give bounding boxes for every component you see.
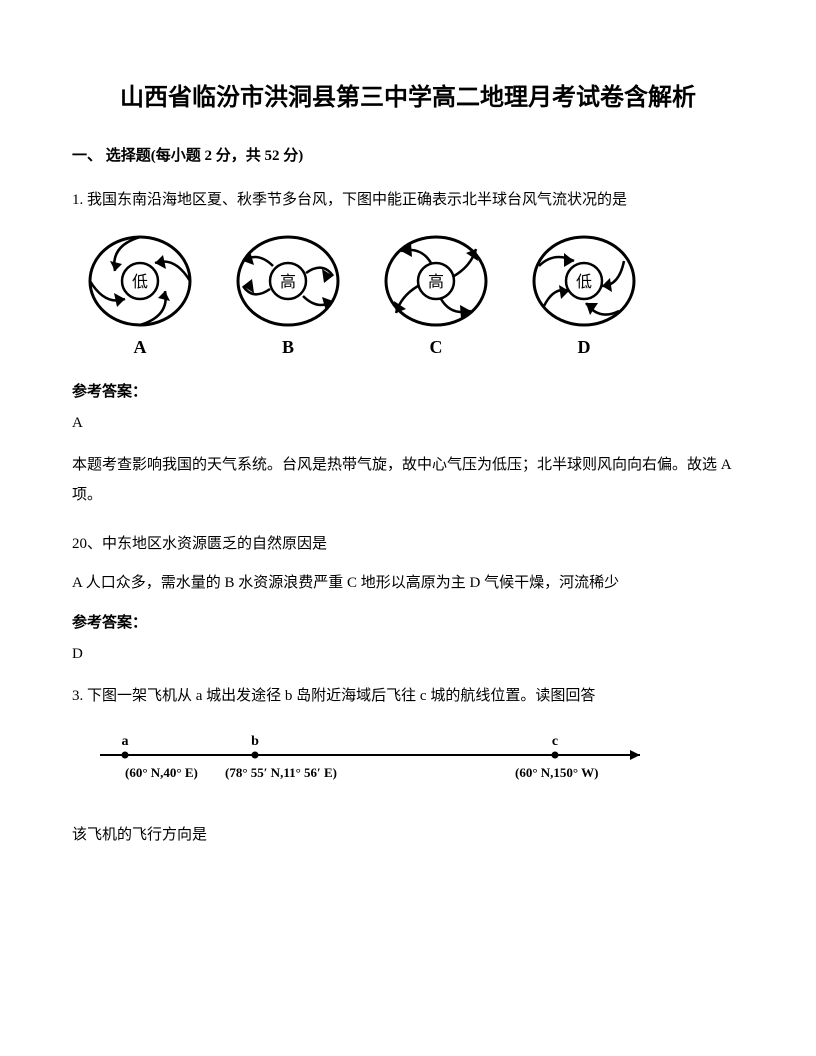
q3-text: 3. 下图一架飞机从 a 城出发途径 b 岛附近海域后飞往 c 城的航线位置。读… xyxy=(72,681,744,711)
center-label: 高 xyxy=(280,273,296,291)
route-point-coord: (60° N,150° W) xyxy=(515,765,598,780)
q1-answer-label: 参考答案： xyxy=(72,380,744,401)
page-title: 山西省临汾市洪洞县第三中学高二地理月考试卷含解析 xyxy=(72,80,744,116)
diagram-label: A xyxy=(134,337,147,358)
diagram-label: D xyxy=(578,337,591,358)
q2-options: A 人口众多，需水量的 B 水资源浪费严重 C 地形以高原为主 D 气候干燥，河… xyxy=(72,569,744,598)
typhoon-diagram-a: 低 xyxy=(80,231,200,331)
q1-answer-value: A xyxy=(72,415,744,432)
route-point-label: a xyxy=(122,734,129,749)
q3-subquestion: 该飞机的飞行方向是 xyxy=(72,820,744,850)
typhoon-diagram-c: 高 xyxy=(376,231,496,331)
q3-route-diagram: a (60° N,40° E) b (78° 55′ N,11° 56′ E) … xyxy=(72,727,744,792)
diagram-label: B xyxy=(282,337,294,358)
typhoon-diagram-b: 高 xyxy=(228,231,348,331)
route-point-label: b xyxy=(251,734,259,749)
q1-text: 1. 我国东南沿海地区夏、秋季节多台风，下图中能正确表示北半球台风气流状况的是 xyxy=(72,185,744,215)
q2-text: 20、中东地区水资源匮乏的自然原因是 xyxy=(72,530,744,559)
q1-diagram-row: 低 A 高 B xyxy=(72,231,744,358)
center-label: 低 xyxy=(132,273,148,291)
diagram-item: 高 C xyxy=(376,231,496,358)
q1-explanation: 本题考查影响我国的天气系统。台风是热带气旋，故中心气压为低压；北半球则风向向右偏… xyxy=(72,450,744,510)
q2-answer-value: D xyxy=(72,646,744,663)
center-label: 低 xyxy=(576,273,592,291)
diagram-item: 低 D xyxy=(524,231,644,358)
route-point-label: c xyxy=(552,734,558,749)
diagram-item: 低 A xyxy=(80,231,200,358)
q2-stem: 中东地区水资源匮乏的自然原因是 xyxy=(102,536,327,552)
route-point-coord: (78° 55′ N,11° 56′ E) xyxy=(225,765,337,780)
diagram-label: C xyxy=(430,337,443,358)
center-label: 高 xyxy=(428,273,444,291)
section-header: 一、 选择题(每小题 2 分，共 52 分) xyxy=(72,144,744,165)
typhoon-diagram-d: 低 xyxy=(524,231,644,331)
diagram-item: 高 B xyxy=(228,231,348,358)
route-point-coord: (60° N,40° E) xyxy=(125,765,198,780)
q2-number: 20、 xyxy=(72,536,102,552)
q2-answer-label: 参考答案： xyxy=(72,611,744,632)
